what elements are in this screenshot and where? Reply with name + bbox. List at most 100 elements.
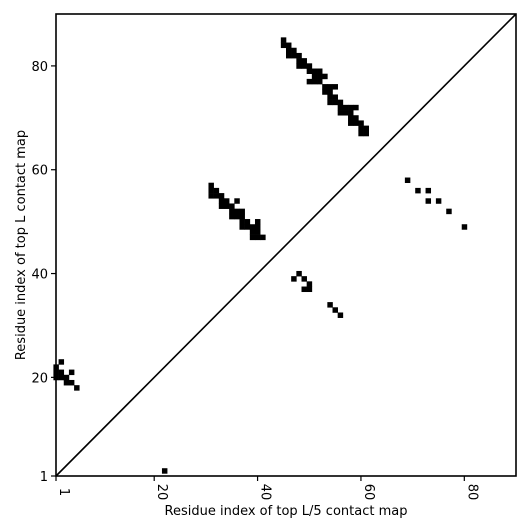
- x-tick-label: 60: [361, 484, 376, 501]
- contact-point: [296, 63, 302, 69]
- contact-point: [332, 99, 338, 106]
- contact-point: [296, 270, 302, 277]
- y-tick-label: 80: [31, 60, 48, 75]
- contact-point: [358, 125, 364, 132]
- contact-point: [327, 302, 333, 308]
- x-tick-label: 1: [56, 488, 71, 496]
- y-axis-label: Residue index of top L contact map: [14, 130, 29, 360]
- contact-point: [218, 193, 225, 199]
- contact-point: [348, 110, 354, 116]
- contact-point: [291, 276, 297, 282]
- contact-point: [306, 78, 313, 85]
- contact-point: [363, 130, 369, 137]
- contact-point: [223, 203, 230, 209]
- contact-point: [208, 182, 214, 189]
- contact-point: [229, 203, 235, 209]
- contact-point: [249, 229, 256, 235]
- contact-point: [229, 208, 235, 215]
- contact-point: [353, 115, 359, 121]
- contact-point: [322, 84, 328, 90]
- diagonal-line: [55, 13, 517, 477]
- contact-point: [239, 208, 245, 215]
- y-tick-label: 1: [40, 470, 48, 485]
- contact-point: [353, 104, 359, 111]
- contact-point: [332, 94, 338, 100]
- axis-ticks: 1 20 40 60 80 1 20 40 60 80: [31, 60, 479, 500]
- contact-point: [348, 115, 354, 121]
- contact-point: [306, 63, 313, 69]
- contact-point: [342, 110, 349, 116]
- contact-point: [306, 281, 313, 287]
- contact-point: [286, 47, 292, 54]
- contact-point: [306, 68, 313, 74]
- contact-point: [68, 379, 75, 386]
- contact-point: [296, 58, 302, 64]
- contact-point: [363, 125, 369, 132]
- contact-point: [208, 193, 214, 199]
- x-axis-label: Residue index of top L/5 contact map: [165, 504, 408, 519]
- contact-point: [311, 78, 318, 85]
- contact-point: [208, 187, 214, 194]
- contact-point: [218, 203, 225, 209]
- contact-point: [353, 120, 359, 126]
- y-tick-label: 20: [31, 371, 48, 386]
- contact-point: [280, 42, 287, 49]
- contact-point: [332, 84, 338, 90]
- contact-point: [229, 213, 235, 220]
- contact-point: [68, 369, 75, 376]
- contact-point: [301, 58, 307, 64]
- contact-point: [306, 286, 313, 293]
- contact-point: [342, 104, 349, 111]
- contact-point: [244, 224, 251, 230]
- contact-point: [435, 198, 442, 204]
- contact-point: [213, 193, 220, 199]
- contact-point: [239, 219, 245, 225]
- contact-point: [317, 68, 323, 74]
- contact-point: [218, 198, 225, 204]
- contact-point: [425, 198, 432, 204]
- contact-point: [234, 198, 240, 204]
- contact-point: [301, 286, 307, 293]
- contact-point: [58, 369, 65, 376]
- contact-point: [415, 187, 421, 194]
- contact-point: [332, 307, 338, 313]
- contact-point: [74, 385, 80, 391]
- contact-point: [337, 99, 344, 106]
- contact-point: [327, 99, 333, 106]
- contact-point: [446, 208, 452, 215]
- x-tick-label: 80: [464, 484, 479, 501]
- contact-point: [254, 219, 261, 225]
- contact-point: [317, 78, 323, 85]
- contact-point: [322, 89, 328, 95]
- contact-point: [425, 187, 432, 194]
- contact-point: [358, 120, 364, 126]
- contact-point: [337, 312, 344, 318]
- contact-point: [254, 224, 261, 230]
- contact-point: [58, 359, 65, 365]
- contact-point: [249, 234, 256, 241]
- y-tick-label: 60: [31, 164, 48, 179]
- contact-point: [291, 47, 297, 54]
- contact-point: [301, 63, 307, 69]
- contact-point: [348, 104, 354, 111]
- plot-frame: [55, 13, 517, 477]
- contact-point: [301, 276, 307, 282]
- contact-point: [63, 379, 70, 386]
- contact-point: [254, 229, 261, 235]
- contact-point: [280, 37, 287, 43]
- contact-point: [327, 89, 333, 95]
- contact-point: [58, 374, 65, 381]
- contact-point: [296, 52, 302, 59]
- x-tick-label: 40: [258, 484, 273, 501]
- contact-point: [249, 224, 256, 230]
- contact-point: [286, 42, 292, 49]
- contact-point: [239, 213, 245, 220]
- contact-point: [327, 84, 333, 90]
- contact-point: [337, 104, 344, 111]
- contact-points: [53, 37, 468, 474]
- contact-point: [348, 120, 354, 126]
- contact-point: [311, 73, 318, 80]
- contact-point: [239, 224, 245, 230]
- contact-point: [291, 52, 297, 59]
- contact-point: [63, 374, 70, 381]
